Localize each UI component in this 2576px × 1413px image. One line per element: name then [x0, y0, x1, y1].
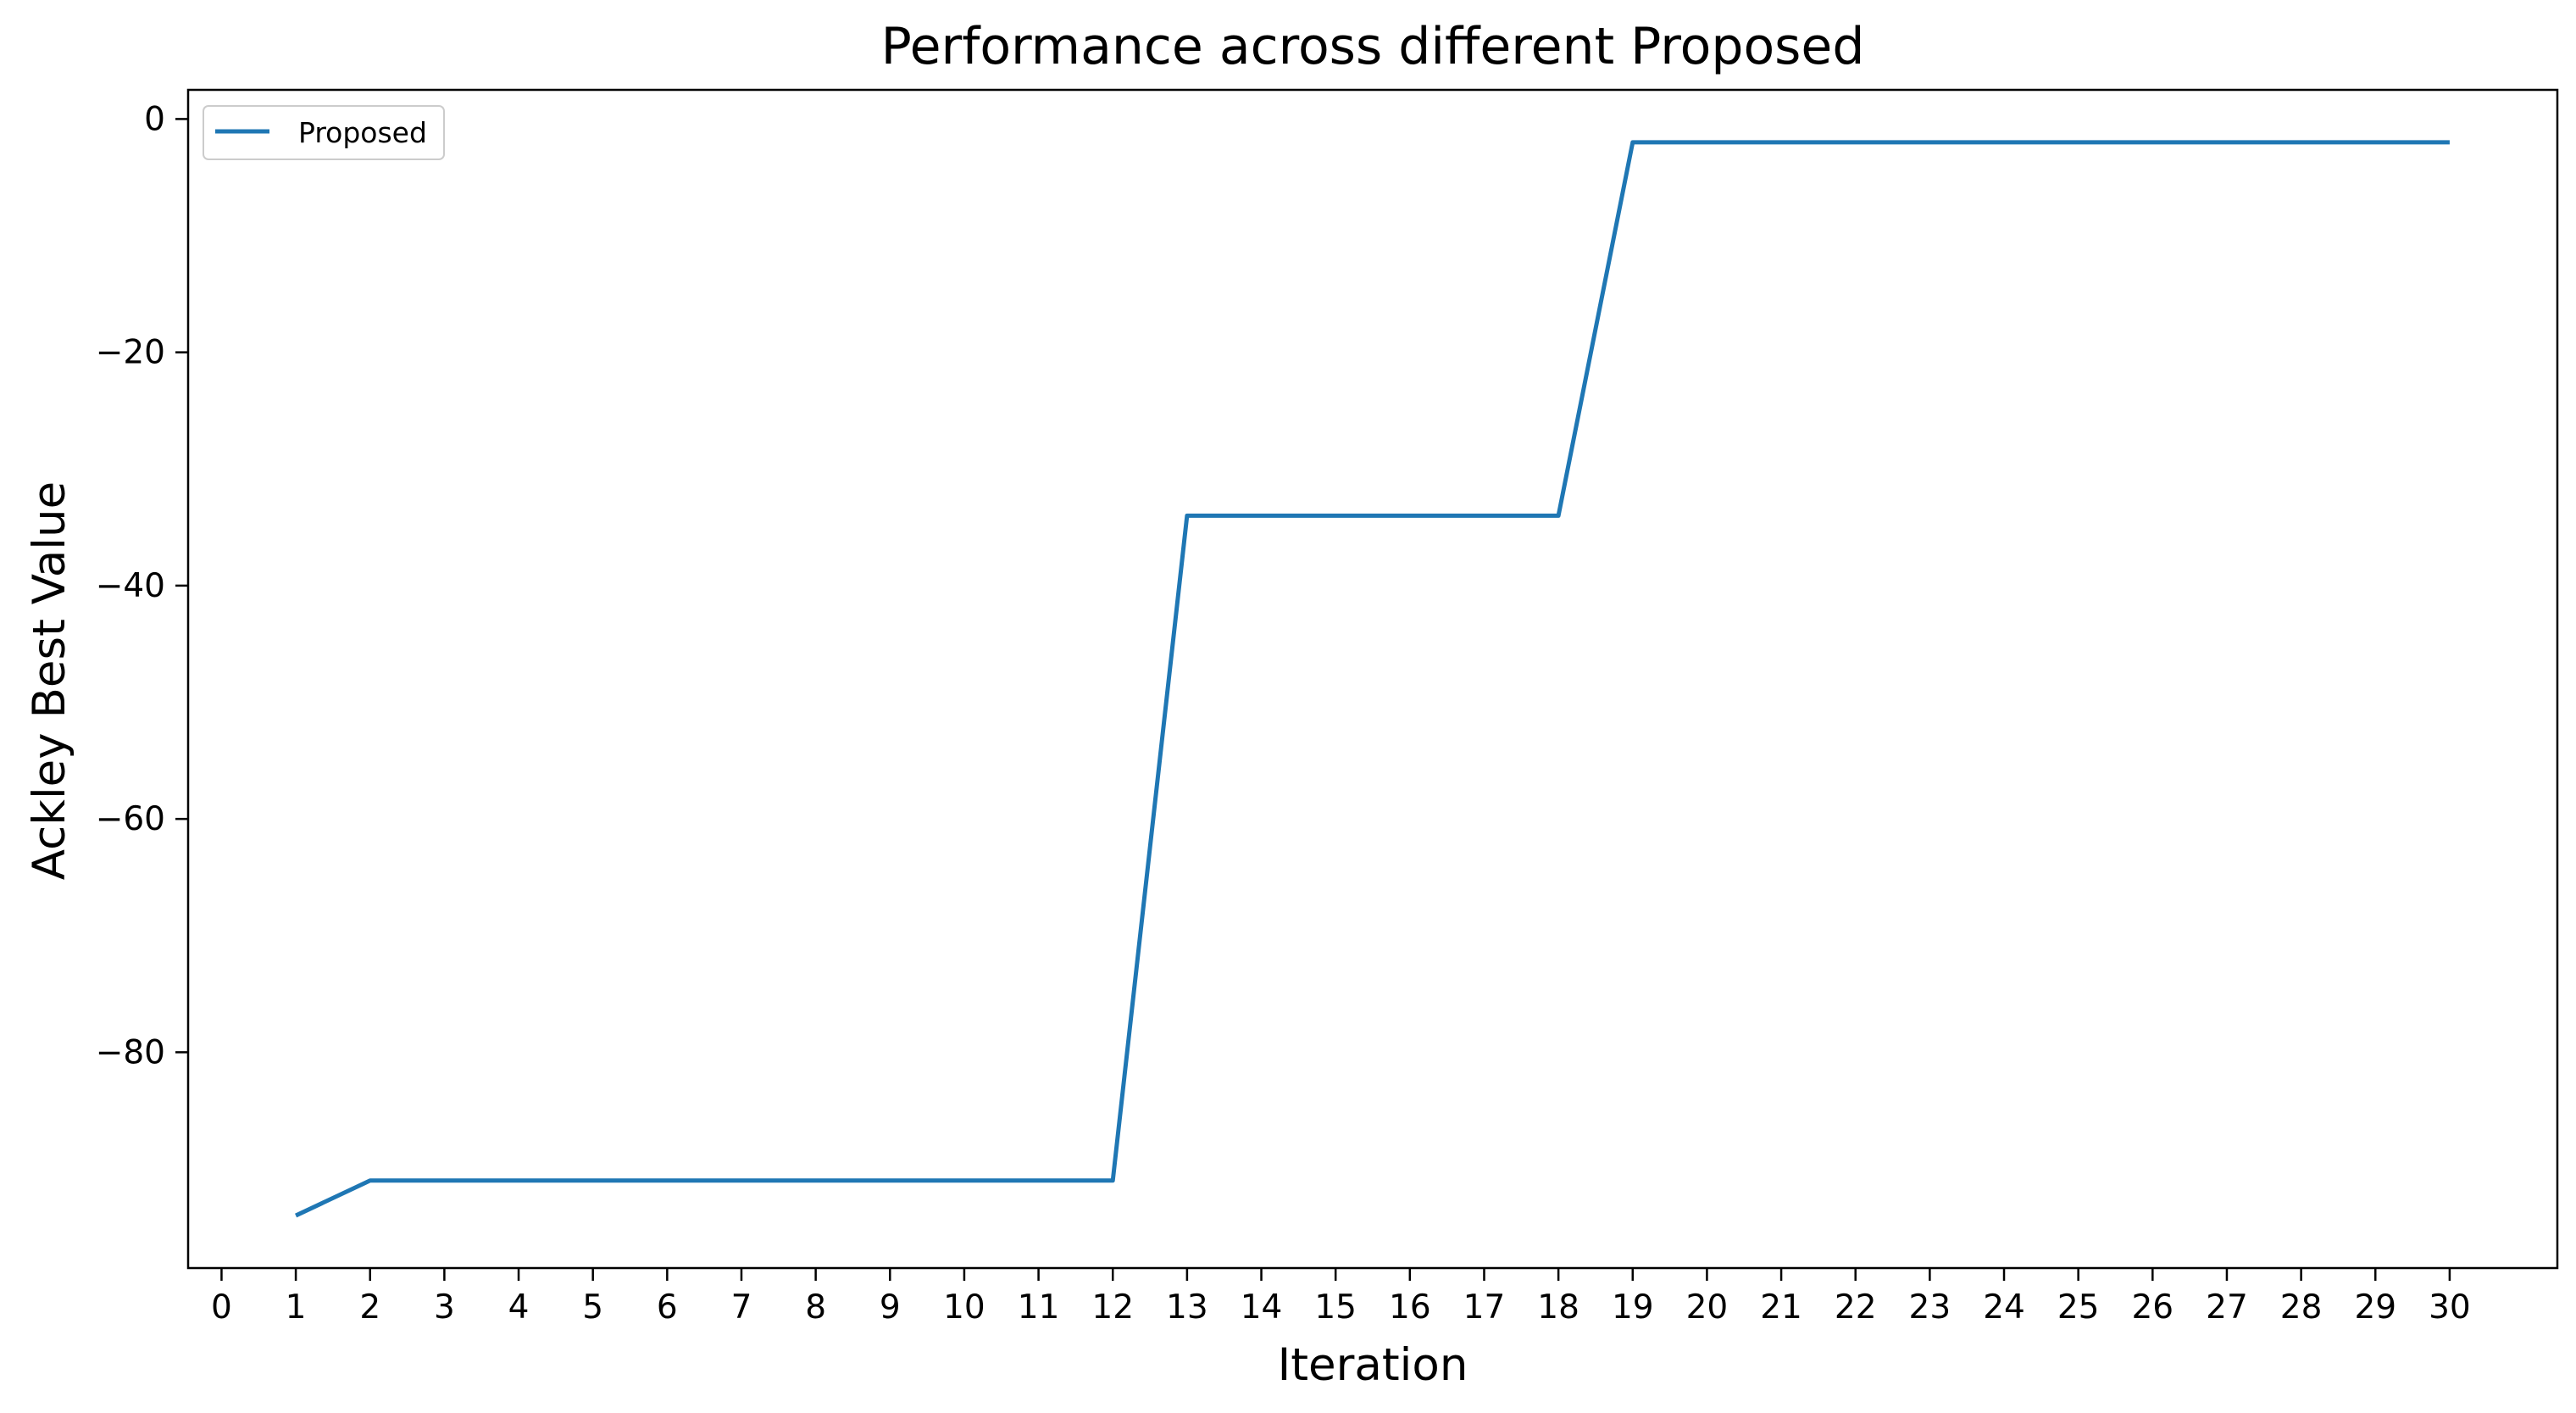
x-tick-label: 27: [2206, 1288, 2248, 1327]
x-tick-label: 13: [1166, 1288, 1208, 1327]
x-tick-label: 5: [582, 1288, 603, 1327]
y-tick-label: −20: [96, 334, 165, 372]
x-tick-label: 0: [211, 1288, 232, 1327]
y-tick-label: −60: [96, 800, 165, 838]
x-tick-label: 16: [1389, 1288, 1431, 1327]
y-tick-label: −40: [96, 567, 165, 605]
y-tick-label: −80: [96, 1033, 165, 1071]
x-tick-label: 8: [805, 1288, 826, 1327]
plot-layer: [295, 140, 2450, 1218]
x-tick-label: 3: [434, 1288, 455, 1327]
x-tick-label: 12: [1091, 1288, 1134, 1327]
legend-label-proposed: Proposed: [298, 116, 427, 149]
x-axis-label: Iteration: [1278, 1339, 1468, 1391]
x-tick-label: 30: [2429, 1288, 2471, 1327]
x-tick-label: 4: [508, 1288, 530, 1327]
x-tick-label: 17: [1463, 1288, 1506, 1327]
x-tick-label: 15: [1314, 1288, 1357, 1327]
x-tick-label: 6: [657, 1288, 678, 1327]
x-tick-label: 9: [880, 1288, 901, 1327]
x-tick-label: 1: [286, 1288, 307, 1327]
plot-frame: [186, 88, 2559, 1270]
x-tick-label: 10: [943, 1288, 985, 1327]
x-tick-label: 26: [2131, 1288, 2174, 1327]
x-tick-label: 24: [1983, 1288, 2025, 1327]
x-tick-label: 29: [2354, 1288, 2396, 1327]
legend-box: [203, 105, 445, 160]
series-line-proposed: [295, 140, 2450, 1218]
x-tick-label: 28: [2280, 1288, 2323, 1327]
x-tick-label: 7: [731, 1288, 752, 1327]
chart-title: Performance across different Proposed: [881, 17, 1865, 76]
x-tick-label: 14: [1241, 1288, 1283, 1327]
x-tick-label: 11: [1018, 1288, 1060, 1327]
x-tick-label: 20: [1686, 1288, 1729, 1327]
y-axis-label: Ackley Best Value: [24, 481, 75, 880]
x-tick-label: 19: [1612, 1288, 1654, 1327]
x-tick-label: 22: [1835, 1288, 1877, 1327]
ticks-layer: 0 1 2 3 4 5 6 7 8 9 10 11 12 13 14 15 16 17 18 19 20 21 22 23 24…: [96, 100, 2471, 1327]
x-tick-label: 25: [2057, 1288, 2100, 1327]
y-tick-label: 0: [144, 100, 165, 138]
x-tick-label: 2: [359, 1288, 380, 1327]
x-tick-label: 23: [1909, 1288, 1951, 1327]
legend: Proposed: [203, 105, 445, 160]
x-tick-label: 18: [1537, 1288, 1579, 1327]
x-tick-label: 21: [1760, 1288, 1802, 1327]
